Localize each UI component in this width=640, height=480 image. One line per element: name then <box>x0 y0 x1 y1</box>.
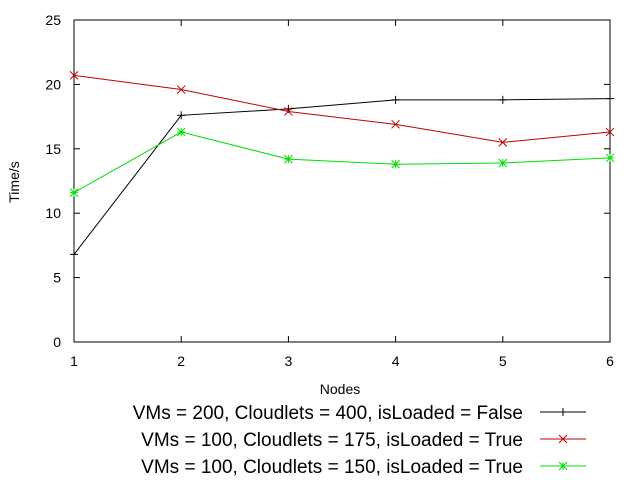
legend-label-1: VMs = 200, Cloudlets = 400, isLoaded = F… <box>133 403 523 424</box>
data-point-series-3 <box>69 188 79 197</box>
data-point-series-3 <box>391 159 400 169</box>
y-tick-label: 25 <box>45 12 61 28</box>
data-point-series-2 <box>176 85 186 94</box>
data-point-series-3 <box>176 127 186 137</box>
data-point-series-1 <box>391 95 400 104</box>
x-axis-title: Nodes <box>320 381 360 397</box>
x-tick-label: 4 <box>392 353 400 369</box>
series-line-3 <box>73 131 611 194</box>
data-point-series-3 <box>284 154 293 164</box>
y-tick-label: 15 <box>45 141 61 157</box>
y-tick-label: 20 <box>45 76 61 92</box>
legend-label-2: VMs = 100, Cloudlets = 175, isLoaded = T… <box>141 430 523 451</box>
legend-marker-2 <box>558 434 568 444</box>
data-point-series-2 <box>284 107 293 116</box>
axis-ticks: 1 2 3 4 5 6 0 5 10 15 20 25 <box>45 12 614 369</box>
legend-marker-3 <box>558 461 568 471</box>
data-point-series-2 <box>391 119 400 129</box>
x-tick-label: 5 <box>499 353 507 369</box>
plot-area <box>73 19 611 343</box>
data-point-series-1 <box>606 94 614 103</box>
x-tick-label: 6 <box>606 353 614 369</box>
data-point-series-1 <box>70 250 78 259</box>
legend-marker-1 <box>559 408 567 416</box>
x-tick-label: 3 <box>285 353 293 369</box>
data-point-series-1 <box>498 95 507 104</box>
x-tick-label: 1 <box>70 353 78 369</box>
data-point-series-3 <box>605 153 615 163</box>
y-tick-label: 10 <box>45 205 61 221</box>
series-line-1 <box>73 98 611 255</box>
data-point-series-2 <box>69 71 79 80</box>
data-point-series-2 <box>498 138 508 147</box>
data-point-series-3 <box>498 158 508 168</box>
legend-label-3: VMs = 100, Cloudlets = 150, isLoaded = T… <box>141 457 523 478</box>
data-point-series-1 <box>177 111 186 120</box>
series-line-2 <box>73 74 611 143</box>
y-axis-title: Time/s <box>6 161 22 202</box>
data-point-series-2 <box>605 127 615 137</box>
y-tick-label: 5 <box>53 270 61 286</box>
legend: VMs = 200, Cloudlets = 400, isLoaded = F… <box>133 403 586 478</box>
series-group <box>69 71 615 259</box>
plot-frame <box>73 19 611 343</box>
y-tick-label: 0 <box>53 334 61 350</box>
x-tick-label: 2 <box>177 353 185 369</box>
